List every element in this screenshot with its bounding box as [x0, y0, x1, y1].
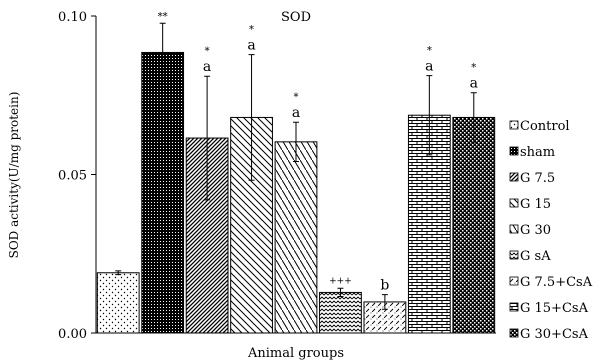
y-tick-label: 0.00 [58, 327, 87, 342]
annotation-star-sham: ** [158, 11, 168, 22]
error-bar-g-30 [293, 121, 299, 163]
y-axis-label: SOD activity(U/mg protein) [7, 92, 21, 259]
legend-label-g-7-5-csa: G 7.5+CsA [520, 275, 593, 290]
legend-label-g-15: G 15 [520, 197, 551, 212]
error-bar-g-sa [337, 287, 344, 298]
y-tick-label: 0.10 [58, 10, 87, 25]
annotation-letter-g-7-5: a [203, 59, 211, 75]
bar-g-sa [319, 291, 362, 334]
error-bar-g-30-csa [470, 92, 477, 143]
x-axis-label: Animal groups [247, 346, 344, 361]
legend-label-sham: sham [520, 145, 555, 160]
legend-swatch-sham [509, 146, 519, 156]
error-bar-g-15-csa [426, 75, 433, 156]
legend-label-g-30: G 30 [520, 223, 551, 238]
error-bars-group [115, 22, 477, 310]
legend-label-g-30-csa: G 30+CsA [520, 327, 589, 342]
error-bar-g-7-5-csa [381, 294, 388, 310]
bar-g-30 [274, 141, 318, 334]
legend: Control sham G 7.5 G 15 G 30 G sA G 7.5+CsA G 1… [509, 119, 593, 342]
bar-control [96, 272, 140, 334]
legend-swatch-g-30-csa [509, 328, 519, 338]
error-bar-sham [159, 22, 166, 83]
legend-swatch-g-7-5 [509, 172, 519, 182]
bar-sham [141, 51, 185, 334]
legend-label-control: Control [520, 119, 570, 134]
legend-swatch-g-sa [509, 250, 519, 260]
annotation-star-g-7-5: * [205, 46, 210, 57]
annotation-star-g-15-csa: * [427, 46, 432, 57]
annotation-star-g-15: * [249, 25, 254, 36]
annotation-letter-g-sa: +++ [329, 276, 352, 286]
annotation-star-g-30-csa: * [471, 63, 476, 74]
legend-swatch-g-30 [509, 224, 519, 234]
annotation-star-g-30: * [294, 92, 299, 103]
annotation-letter-g-30: a [292, 105, 300, 121]
error-bar-control [115, 270, 122, 276]
annotation-letter-g-15: a [247, 38, 255, 54]
annotation-letter-g-7-5-csa: b [380, 278, 389, 294]
legend-label-g-sa: G sA [520, 249, 551, 264]
y-tick-label: 0.05 [58, 169, 87, 184]
error-bar-g-7-5 [204, 75, 211, 201]
annotation-letter-g-30-csa: a [470, 76, 478, 92]
legend-swatch-g-7-5-csa [509, 276, 519, 286]
y-ticks-group: 0.00 0.05 0.10 [58, 10, 96, 342]
legend-swatch-g-15-csa [509, 302, 519, 312]
legend-label-g-15-csa: G 15+CsA [520, 301, 589, 316]
error-bar-g-15 [248, 54, 255, 181]
chart-title: SOD [281, 10, 311, 25]
legend-swatch-g-15 [509, 198, 519, 208]
legend-label-g-7-5: G 7.5 [520, 171, 555, 186]
bar-g-30-csa [452, 116, 496, 334]
annotation-letter-g-15-csa: a [425, 59, 433, 75]
annotations-group: ** a * a * a * +++ b a * a * [158, 11, 478, 293]
legend-swatch-control [509, 120, 519, 130]
